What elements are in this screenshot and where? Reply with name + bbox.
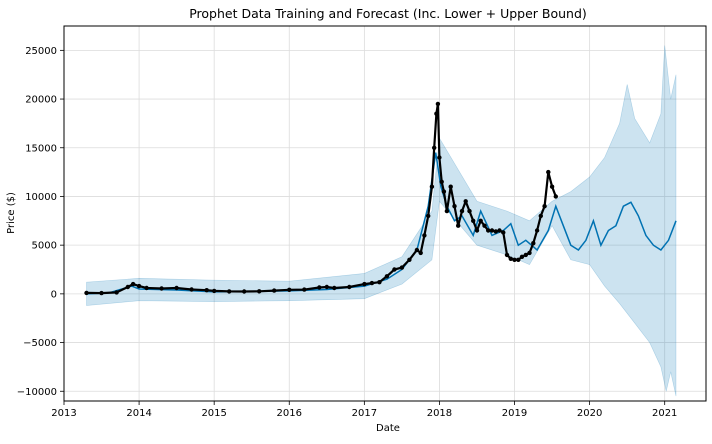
actual-point: [257, 289, 262, 294]
actual-point: [384, 274, 390, 279]
actual-point: [534, 228, 540, 233]
actual-point: [459, 208, 465, 214]
actual-point: [516, 257, 521, 262]
actual-point: [302, 287, 307, 292]
actual-point: [486, 228, 491, 233]
actual-point: [204, 288, 209, 293]
actual-point: [501, 230, 506, 235]
x-axis: 2013 2014 2015 2016 2017 2018 2019 2020 2021: [51, 401, 677, 419]
actual-point: [531, 241, 536, 246]
actual-point: [125, 284, 130, 290]
actual-point: [471, 218, 476, 223]
plot-frame: [63, 25, 707, 402]
actual-point: [399, 265, 405, 270]
y-tick-label: 10000: [25, 192, 57, 203]
actual-point: [99, 290, 104, 296]
y-tick-label: 15000: [25, 143, 57, 154]
actual-point: [272, 288, 277, 293]
actual-point: [519, 254, 525, 259]
actual-point: [474, 228, 480, 233]
actual-point: [144, 285, 149, 291]
actual-point: [527, 250, 532, 256]
uncertainty-band-layer: [86, 45, 677, 397]
actual-point: [478, 218, 483, 223]
actual-point: [422, 233, 427, 238]
uncertainty-band: [86, 45, 677, 397]
actual-point: [377, 280, 382, 285]
actual-point: [130, 281, 136, 287]
actual-point: [467, 208, 472, 214]
actual-point: [435, 101, 441, 107]
actual-point: [482, 223, 487, 228]
y-tick-label: 5000: [32, 241, 57, 252]
actual-point: [456, 223, 461, 228]
actual-point: [493, 229, 498, 234]
actual-point: [553, 194, 558, 199]
actual-point: [439, 179, 444, 184]
y-tick-label: 0: [51, 289, 57, 300]
y-tick-label: 25000: [25, 46, 57, 57]
x-axis-label: Date: [376, 423, 400, 434]
actual-point: [84, 290, 89, 296]
actual-point: [347, 284, 352, 290]
actual-point: [434, 111, 439, 116]
actual-point: [512, 257, 517, 262]
x-tick-label: 2019: [502, 408, 527, 419]
y-tick-label: −10000: [17, 387, 57, 398]
actual-point: [508, 256, 513, 261]
y-tick-label: −5000: [23, 338, 57, 349]
grid-layer: [63, 26, 706, 401]
actual-point: [324, 284, 329, 290]
actual-point: [546, 169, 551, 175]
actual-point: [159, 286, 164, 291]
actual-point: [432, 145, 437, 150]
x-tick-label: 2013: [51, 408, 76, 419]
actual-point: [317, 285, 322, 290]
actual-point: [227, 289, 232, 294]
actual-point: [504, 252, 510, 258]
y-tick-label: 20000: [25, 95, 57, 106]
actual-points-layer: [84, 101, 558, 296]
actual-point: [242, 289, 247, 294]
actual-point: [542, 204, 547, 209]
x-tick-label: 2020: [577, 408, 602, 419]
x-tick-label: 2015: [201, 408, 226, 419]
actual-point: [189, 287, 194, 292]
actual-point: [426, 213, 431, 219]
x-tick-label: 2018: [427, 408, 452, 419]
x-tick-label: 2021: [652, 408, 677, 419]
x-tick-label: 2014: [126, 408, 151, 419]
actual-point: [538, 213, 543, 219]
actual-point: [136, 283, 142, 289]
actual-point: [392, 267, 397, 272]
actual-point: [489, 228, 495, 233]
y-axis-label: Price ($): [6, 192, 17, 234]
actual-point: [369, 280, 375, 286]
actual-point: [114, 290, 119, 295]
x-tick-label: 2017: [352, 408, 377, 419]
actual-point: [429, 184, 435, 189]
actual-point: [287, 287, 292, 292]
actual-point: [332, 285, 337, 291]
actual-point: [414, 247, 420, 253]
y-axis: −10000 −5000 0 5000 10000 15000 20000 25000: [17, 46, 64, 398]
actual-point: [212, 288, 217, 294]
actual-point: [463, 199, 468, 204]
actual-point: [549, 184, 555, 189]
actual-point: [362, 281, 367, 287]
x-tick-label: 2016: [277, 408, 302, 419]
actual-point: [444, 208, 450, 214]
actual-point: [441, 189, 447, 194]
actual-point: [407, 257, 412, 262]
actual-point: [523, 252, 528, 258]
chart-title: Prophet Data Training and Forecast (Inc.…: [189, 6, 587, 21]
actual-point: [448, 184, 453, 189]
actual-point: [418, 250, 423, 256]
actual-point: [174, 285, 179, 291]
actual-point: [437, 155, 442, 160]
actual-point: [497, 228, 502, 233]
actual-point: [452, 204, 457, 209]
